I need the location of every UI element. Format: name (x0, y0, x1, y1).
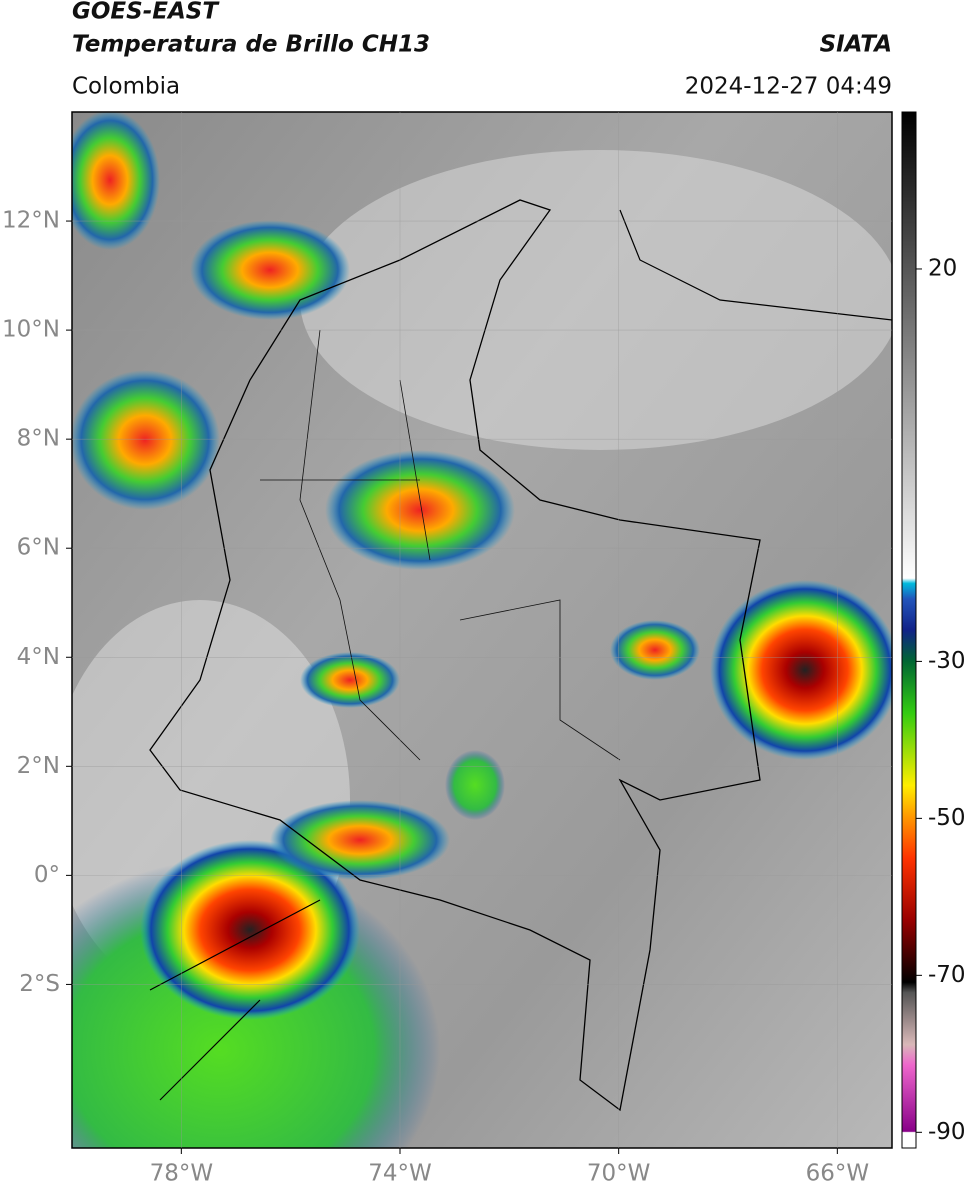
y-tick-label: 2°S (19, 971, 60, 997)
y-tick-label: 8°N (17, 426, 60, 452)
x-tick-label: 78°W (150, 1161, 214, 1187)
colorbar-tick-label: -50 (928, 805, 966, 831)
x-tick-label: 70°W (587, 1161, 651, 1187)
source: SIATA (820, 32, 892, 58)
map-frame (71, 111, 893, 1149)
colorbar-tick-label: 20 (928, 255, 957, 281)
satellite-title: GOES-EAST (72, 0, 220, 25)
y-tick-label: 2°N (17, 753, 60, 779)
y-tick-label: 6°N (17, 535, 60, 561)
y-tick-label: 4°N (17, 644, 60, 670)
y-tick-label: 12°N (2, 208, 60, 234)
colorbar-tick-label: -30 (928, 648, 966, 674)
product-title: Temperatura de Brillo CH13 (72, 32, 430, 58)
y-tick-label: 10°N (2, 317, 60, 343)
region: Colombia (72, 74, 180, 100)
datetime: 2024-12-27 04:49 (685, 74, 892, 100)
y-tick-label: 0° (34, 862, 60, 888)
x-tick-label: 66°W (806, 1161, 870, 1187)
x-tick-label: 74°W (368, 1161, 432, 1187)
colorbar (901, 111, 917, 1149)
colorbar-tick-label: -90 (928, 1119, 966, 1145)
colorbar-tick-label: -70 (928, 962, 966, 988)
satellite-image (72, 112, 892, 1148)
